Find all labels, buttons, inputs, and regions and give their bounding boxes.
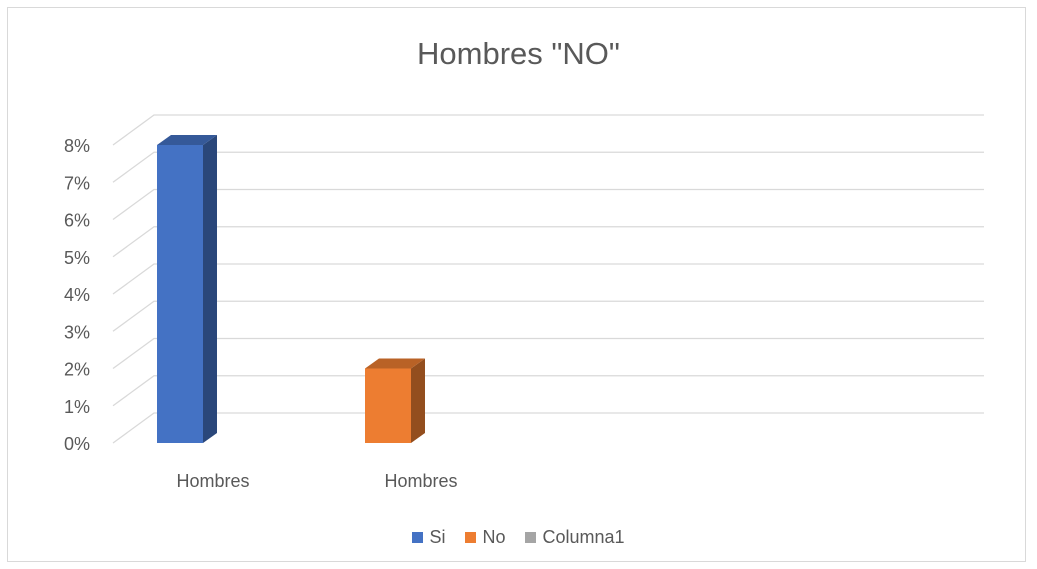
x-category-label: Hombres: [176, 471, 249, 491]
chart-title: Hombres "NO": [417, 36, 620, 71]
gridline: [112, 151, 984, 183]
legend: Si No Columna1: [0, 527, 1037, 548]
legend-label-no: No: [482, 527, 506, 547]
legend-swatch-si: [412, 532, 424, 543]
bar-no-side: [411, 358, 425, 443]
y-tick-label: 1%: [64, 397, 90, 417]
gridline: [112, 114, 984, 146]
bar-si-front: [157, 145, 203, 443]
gridline: [112, 226, 984, 258]
gridline: [112, 412, 984, 444]
bar-no-front: [365, 368, 411, 443]
legend-item-no: No: [465, 527, 505, 548]
y-tick-label: 3%: [64, 322, 90, 342]
gridline: [112, 263, 984, 295]
gridline: [112, 375, 984, 407]
bar-si-side: [203, 135, 217, 443]
gridline: [112, 337, 984, 370]
legend-label-si: Si: [429, 527, 446, 547]
legend-item-columna1: Columna1: [525, 527, 625, 548]
y-tick-label: 0%: [64, 434, 90, 454]
legend-swatch-no: [465, 532, 477, 543]
bar-no-top: [365, 358, 425, 369]
bar-si-top: [157, 135, 217, 145]
legend-swatch-columna1: [525, 532, 537, 543]
y-tick-label: 5%: [64, 248, 90, 268]
x-category-label: Hombres: [384, 471, 457, 491]
gridline: [112, 300, 984, 332]
legend-item-si: Si: [412, 527, 445, 548]
y-tick-label: 4%: [64, 285, 90, 305]
y-tick-label: 6%: [64, 211, 90, 231]
gridline: [112, 188, 984, 221]
y-tick-label: 2%: [64, 360, 90, 380]
y-tick-label: 7%: [64, 173, 90, 193]
y-tick-label: 8%: [64, 136, 90, 156]
legend-label-columna1: Columna1: [542, 527, 625, 547]
